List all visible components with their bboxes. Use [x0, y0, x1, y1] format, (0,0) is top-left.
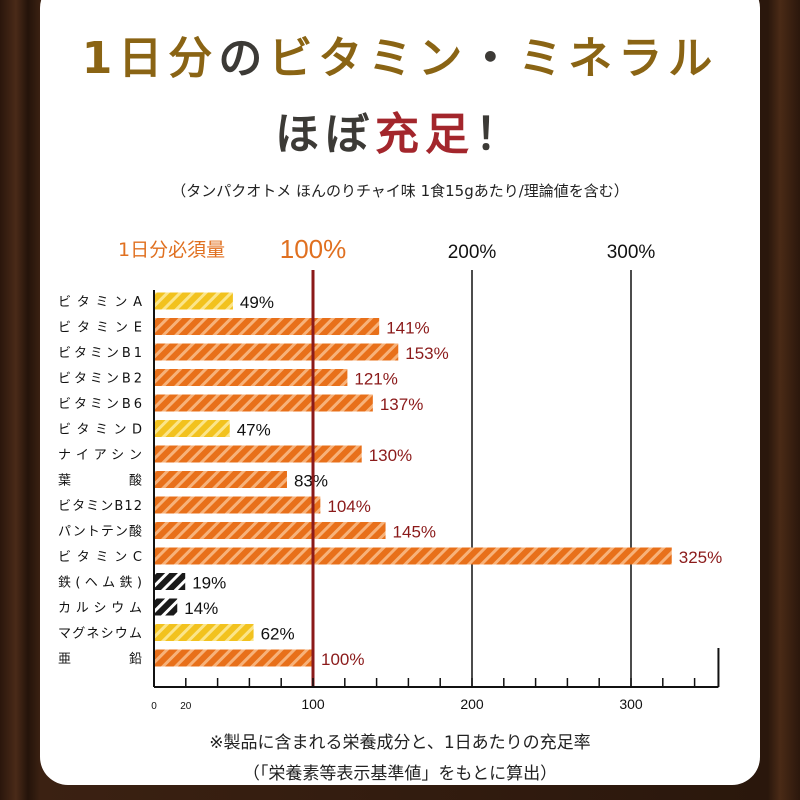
category-label: ビタミンB2	[58, 372, 142, 387]
title-part: 充足	[375, 109, 475, 160]
value-label: 325%	[679, 548, 722, 567]
bar	[155, 471, 287, 488]
value-label: 137%	[380, 395, 423, 414]
value-label: 145%	[393, 523, 436, 542]
category-label: 亜 鉛	[58, 652, 142, 667]
bar	[155, 394, 373, 412]
header-200: 200%	[448, 242, 497, 263]
title-part: ！	[475, 109, 525, 160]
value-label: 100%	[321, 650, 364, 669]
category-label: ビタミンA	[58, 295, 142, 310]
category-label: ビタミンB1	[58, 346, 142, 361]
value-label: 14%	[184, 599, 218, 618]
category-label: ビタミンB12	[58, 499, 142, 514]
bar	[155, 649, 314, 667]
title-part: の	[218, 33, 269, 84]
bar	[155, 522, 386, 539]
bar	[155, 292, 233, 310]
category-label: ビタミンC	[58, 550, 142, 565]
note-1: ※製品に含まれる栄養成分と、1日あたりの充足率	[209, 733, 591, 753]
note-2: （「栄養素等表示基準値」をもとに算出）	[242, 764, 558, 784]
value-label: 141%	[386, 319, 429, 338]
subtitle: （タンパクオトメ ほんのりチャイ味 1食15gあたり/理論値を含む）	[171, 182, 629, 200]
x-tick-label: 300	[619, 696, 643, 712]
bar	[155, 573, 186, 590]
title-part: ビタミン	[268, 33, 469, 84]
header-300: 300%	[607, 242, 656, 263]
category-label: ビタミンE	[58, 321, 142, 336]
value-label: 49%	[240, 293, 274, 312]
category-label: 葉 酸	[58, 474, 142, 489]
footnotes: ※製品に含まれる栄養成分と、1日あたりの充足率 （「栄養素等表示基準値」をもとに…	[0, 728, 800, 790]
header-required: 1日分必須量	[118, 239, 225, 261]
x-tick-label: 0	[151, 701, 157, 712]
bar	[155, 369, 348, 386]
value-label: 104%	[327, 497, 370, 516]
value-label: 121%	[354, 370, 397, 389]
category-label: ビタミンD	[58, 423, 142, 438]
title-part: 1日分	[81, 33, 219, 84]
bar	[155, 598, 178, 616]
title-part: ・	[468, 33, 519, 84]
bar	[155, 420, 230, 437]
bar	[155, 445, 362, 463]
x-tick-label: 20	[180, 701, 192, 712]
value-label: 62%	[261, 625, 295, 644]
value-label: 130%	[369, 446, 412, 465]
title-part: ミネラル	[518, 33, 719, 84]
bar	[155, 624, 254, 641]
bar	[155, 343, 399, 361]
value-label: 19%	[192, 574, 226, 593]
x-tick-label: 200	[460, 696, 484, 712]
category-label: ナイアシン	[58, 448, 142, 463]
value-label: 47%	[237, 421, 271, 440]
category-label: マグネシウム	[58, 627, 142, 642]
title-line2: ほぼ充足！	[0, 98, 800, 162]
title-part: ほぼ	[275, 109, 375, 160]
bar	[155, 547, 672, 565]
bar	[155, 318, 380, 335]
x-tick-label: 100	[301, 696, 325, 712]
category-label: ビタミンB6	[58, 397, 142, 412]
category-label: カルシウム	[58, 601, 142, 616]
category-label: 鉄(ヘム鉄)	[58, 576, 142, 591]
value-label: 83%	[294, 472, 328, 491]
value-label: 153%	[405, 344, 448, 363]
header-100: 100%	[280, 234, 347, 264]
title-line1: 1日分のビタミン・ミネラル	[0, 22, 800, 86]
category-label: パントテン酸	[58, 525, 142, 540]
bar	[155, 496, 321, 514]
